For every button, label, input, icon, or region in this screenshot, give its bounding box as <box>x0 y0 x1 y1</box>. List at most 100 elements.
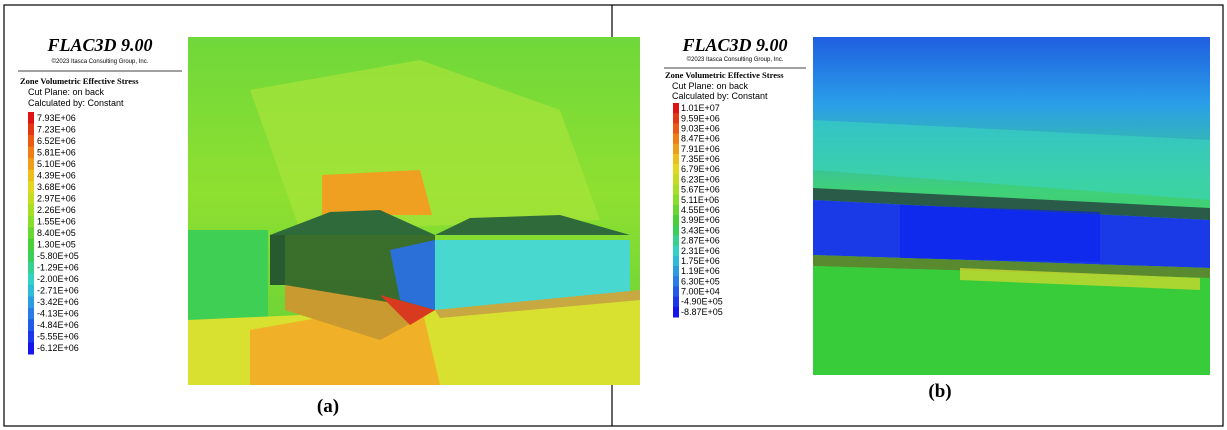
color-swatch <box>673 154 679 165</box>
legend-label: 4.55E+06 <box>681 205 720 215</box>
color-swatch <box>673 215 679 226</box>
color-swatch <box>28 170 34 182</box>
color-swatch <box>673 225 679 236</box>
legend-label: 6.79E+06 <box>681 164 720 174</box>
color-swatch <box>673 307 679 318</box>
color-swatch <box>28 181 34 193</box>
color-swatch <box>28 285 34 297</box>
color-swatch <box>673 174 679 185</box>
legend-label: -3.42E+06 <box>37 297 79 307</box>
legend-label: 8.47E+06 <box>681 134 720 144</box>
contour-image-b <box>813 37 1210 375</box>
legend-label: -5.55E+06 <box>37 332 79 342</box>
legend-label: 1.55E+06 <box>37 216 76 226</box>
color-swatch <box>673 297 679 308</box>
cut-plane: Cut Plane: on back <box>672 81 749 91</box>
color-swatch <box>28 262 34 274</box>
legend-label: 1.30E+05 <box>37 240 76 250</box>
color-swatch <box>28 296 34 308</box>
quantity: Zone Volumetric Effective Stress <box>665 70 784 80</box>
contour-image-a <box>188 37 640 385</box>
legend-label: 9.59E+06 <box>681 113 720 123</box>
legend-label: 6.30E+05 <box>681 276 720 286</box>
color-swatch <box>28 147 34 159</box>
color-swatch <box>28 273 34 285</box>
copyright: ©2023 Itasca Consulting Group, Inc. <box>687 56 784 63</box>
color-swatch <box>673 246 679 257</box>
legend-label: -4.84E+06 <box>37 320 79 330</box>
color-swatch <box>673 286 679 297</box>
color-swatch <box>28 227 34 239</box>
color-swatch <box>673 266 679 277</box>
color-swatch <box>28 250 34 262</box>
copyright: ©2023 Itasca Consulting Group, Inc. <box>52 58 149 65</box>
color-swatch <box>673 164 679 175</box>
legend-label: 1.19E+06 <box>681 266 720 276</box>
title: FLAC3D 9.00 <box>681 35 787 55</box>
color-swatch <box>673 103 679 114</box>
color-swatch <box>673 185 679 196</box>
legend-label: -2.71E+06 <box>37 286 79 296</box>
color-swatch <box>673 144 679 155</box>
legend-label: 5.81E+06 <box>37 147 76 157</box>
figure: FLAC3D 9.00 ©2023 Itasca Consulting Grou… <box>0 0 1227 430</box>
legend-label: 7.35E+06 <box>681 154 720 164</box>
legend-label: -8.87E+05 <box>681 307 723 317</box>
color-swatch <box>673 123 679 134</box>
legend-label: 3.68E+06 <box>37 182 76 192</box>
calculated-by: Calculated by: Constant <box>672 91 768 101</box>
legend-label: -1.29E+06 <box>37 263 79 273</box>
cut-plane: Cut Plane: on back <box>28 87 105 97</box>
legend-label: 4.39E+06 <box>37 170 76 180</box>
color-swatch <box>673 134 679 145</box>
color-swatch <box>28 239 34 251</box>
legend-label: 2.26E+06 <box>37 205 76 215</box>
color-swatch <box>673 256 679 267</box>
legend-label: -5.80E+05 <box>37 251 79 261</box>
color-swatch <box>28 124 34 136</box>
legend-label: 7.93E+06 <box>37 113 76 123</box>
color-swatch <box>28 204 34 216</box>
color-swatch <box>28 193 34 205</box>
legend-label: -4.90E+05 <box>681 297 723 307</box>
legend-label: -2.00E+06 <box>37 274 79 284</box>
legend-label: 7.91E+06 <box>681 144 720 154</box>
legend-label: 5.11E+06 <box>681 195 719 205</box>
color-swatch <box>28 331 34 343</box>
legend-label: 6.52E+06 <box>37 136 76 146</box>
color-swatch <box>28 158 34 170</box>
color-swatch <box>28 342 34 354</box>
legend-label: -6.12E+06 <box>37 343 79 353</box>
quantity: Zone Volumetric Effective Stress <box>20 76 139 86</box>
color-swatch <box>673 195 679 206</box>
caption: (b) <box>928 381 951 402</box>
legend-label: 9.03E+06 <box>681 123 720 133</box>
caption: (a) <box>317 396 339 417</box>
legend-label: 5.10E+06 <box>37 159 76 169</box>
color-swatch <box>28 112 34 124</box>
legend-label: 1.75E+06 <box>681 256 720 266</box>
figure-svg: FLAC3D 9.00 ©2023 Itasca Consulting Grou… <box>0 0 1227 430</box>
color-swatch <box>673 113 679 124</box>
legend-label: 7.23E+06 <box>37 124 76 134</box>
legend-label: 8.40E+05 <box>37 228 76 238</box>
color-swatch <box>673 205 679 216</box>
calculated-by: Calculated by: Constant <box>28 98 124 108</box>
legend-label: 2.31E+06 <box>681 246 720 256</box>
legend-label: -4.13E+06 <box>37 309 79 319</box>
color-swatch <box>28 308 34 320</box>
legend-label: 6.23E+06 <box>681 174 720 184</box>
legend-label: 3.99E+06 <box>681 215 720 225</box>
legend-label: 7.00E+04 <box>681 287 720 297</box>
legend-label: 5.67E+06 <box>681 185 720 195</box>
title: FLAC3D 9.00 <box>46 35 152 55</box>
color-swatch <box>28 135 34 147</box>
color-swatch <box>28 216 34 228</box>
legend-label: 3.43E+06 <box>681 225 720 235</box>
color-swatch <box>673 276 679 287</box>
color-swatch <box>673 235 679 246</box>
legend-label: 1.01E+07 <box>681 103 720 113</box>
legend-label: 2.97E+06 <box>37 193 76 203</box>
color-swatch <box>28 319 34 331</box>
legend-label: 2.87E+06 <box>681 236 720 246</box>
